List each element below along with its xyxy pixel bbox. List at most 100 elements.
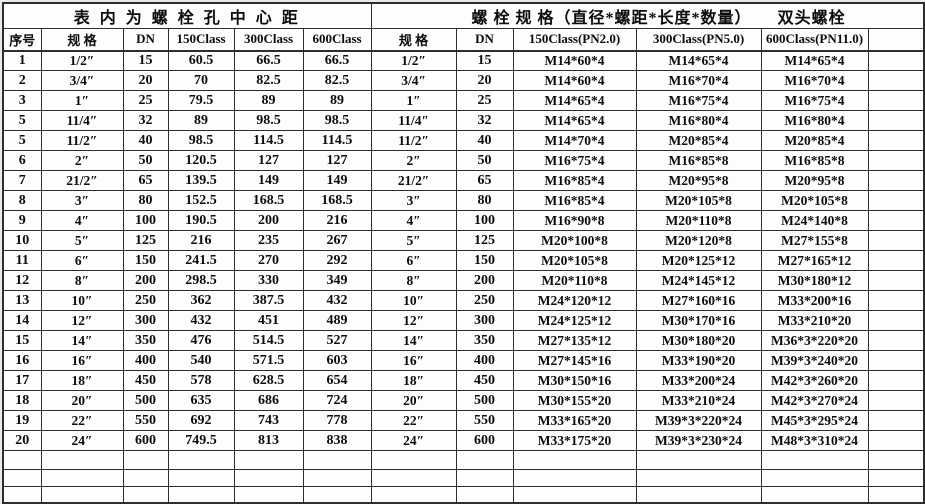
cell-b300: M20*125*12 [635,250,762,271]
cell-c150: 692 [167,410,235,431]
cell-b300: M16*75*4 [635,90,762,111]
cell-spec2: 1/2″ [370,50,457,71]
cell-c600: 114.5 [302,130,372,151]
table-row: 11 6″ 150 241.5 270 292 6″ 150 M20*105*8 M20*125*… [2,250,925,271]
cell-b300: M30*180*20 [635,330,762,351]
table-row: 14 12″ 300 432 451 489 12″ 300 M24*125*12 M30*170… [2,310,925,331]
empty-cell [760,450,869,470]
cell-dn: 400 [122,350,169,371]
cell-b150: M30*150*16 [512,370,637,391]
empty-row [2,486,925,503]
empty-cell [370,486,457,503]
cell-dn: 350 [122,330,169,351]
cell-c300: 686 [233,390,304,411]
empty-row [2,450,925,470]
cell-c600: 267 [302,230,372,251]
cell-spec: 1/2″ [40,50,124,71]
cell-no: 5 [2,110,42,131]
cell-spec: 14″ [40,330,124,351]
empty-cell [302,486,372,503]
cell-spec: 20″ [40,390,124,411]
cell-c150: 89 [167,110,235,131]
cell-dn2: 450 [455,370,514,391]
cell-b150: M27*145*16 [512,350,637,371]
cell-b300: M27*160*16 [635,290,762,311]
cell-b150: M30*155*20 [512,390,637,411]
cell-b600: M20*85*4 [760,130,869,151]
cell-c600: 838 [302,430,372,451]
cell-b150: M14*70*4 [512,130,637,151]
col-header-extra [867,28,925,52]
cell-c150: 98.5 [167,130,235,151]
empty-cell [233,486,304,503]
cell-b150: M16*85*4 [512,170,637,191]
cell-c150: 241.5 [167,250,235,271]
empty-cell [512,469,637,487]
col-header-150class-pn20: 150Class(PN2.0) [512,28,637,52]
cell-b600: M16*85*8 [760,150,869,171]
cell-dn2: 350 [455,330,514,351]
cell-no: 13 [2,290,42,311]
col-header-dn-right: DN [455,28,514,52]
cell-c300: 200 [233,210,304,231]
cell-b150: M16*90*8 [512,210,637,231]
cell-dn: 32 [122,110,169,131]
cell-c300: 89 [233,90,304,111]
cell-no: 5 [2,130,42,151]
cell-b600: M27*165*12 [760,250,869,271]
column-header-row: 序号 规 格 DN 150Class 300Class 600Class 规 格… [2,28,925,52]
cell-extra-empty [867,110,925,131]
cell-b150: M27*135*12 [512,330,637,351]
cell-spec2: 12″ [370,310,457,331]
cell-c600: 778 [302,410,372,431]
cell-b300: M16*70*4 [635,70,762,91]
table-row: 7 21/2″ 65 139.5 149 149 21/2″ 65 M16*85*4 M20*95… [2,170,925,191]
table-row: 16 16″ 400 540 571.5 603 16″ 400 M27*145*16 M33*1… [2,350,925,371]
cell-spec2: 5″ [370,230,457,251]
cell-spec: 3/4″ [40,70,124,91]
cell-extra-empty [867,350,925,371]
cell-b600: M48*3*310*24 [760,430,869,451]
cell-b150: M14*65*4 [512,110,637,131]
cell-extra-empty [867,150,925,171]
cell-b300: M33*210*24 [635,390,762,411]
cell-no: 19 [2,410,42,431]
cell-b150: M14*65*4 [512,90,637,111]
cell-extra-empty [867,190,925,211]
empty-cell [2,450,42,470]
cell-c150: 540 [167,350,235,371]
cell-b600: M33*210*20 [760,310,869,331]
cell-c600: 654 [302,370,372,391]
cell-extra-empty [867,50,925,71]
cell-c150: 635 [167,390,235,411]
cell-c600: 98.5 [302,110,372,131]
cell-spec2: 14″ [370,330,457,351]
cell-dn2: 65 [455,170,514,191]
empty-cell [2,486,42,503]
cell-extra-empty [867,430,925,451]
cell-c300: 270 [233,250,304,271]
cell-spec2: 8″ [370,270,457,291]
cell-spec: 5″ [40,230,124,251]
cell-spec2: 20″ [370,390,457,411]
cell-c150: 120.5 [167,150,235,171]
cell-extra-empty [867,330,925,351]
title-right-cell: 螺 栓 规 格（直径*螺距*长度*数量） 双头螺栓 [370,2,925,29]
cell-b600: M16*75*4 [760,90,869,111]
cell-dn: 20 [122,70,169,91]
cell-dn: 100 [122,210,169,231]
cell-spec2: 22″ [370,410,457,431]
table-row: 18 20″ 500 635 686 724 20″ 500 M30*155*20 M33*210… [2,390,925,411]
empty-cell [40,469,124,487]
cell-extra-empty [867,310,925,331]
cell-b150: M14*60*4 [512,50,637,71]
table-header: 表 内 为 螺 栓 孔 中 心 距 螺 栓 规 格（直径*螺距*长度*数量） 双… [2,2,925,52]
empty-cell [233,450,304,470]
cell-dn: 80 [122,190,169,211]
cell-dn: 550 [122,410,169,431]
cell-b300: M30*170*16 [635,310,762,331]
table-row: 2 3/4″ 20 70 82.5 82.5 3/4″ 20 M14*60*4 M16*70*4 M… [2,70,925,91]
cell-dn2: 300 [455,310,514,331]
cell-extra-empty [867,130,925,151]
